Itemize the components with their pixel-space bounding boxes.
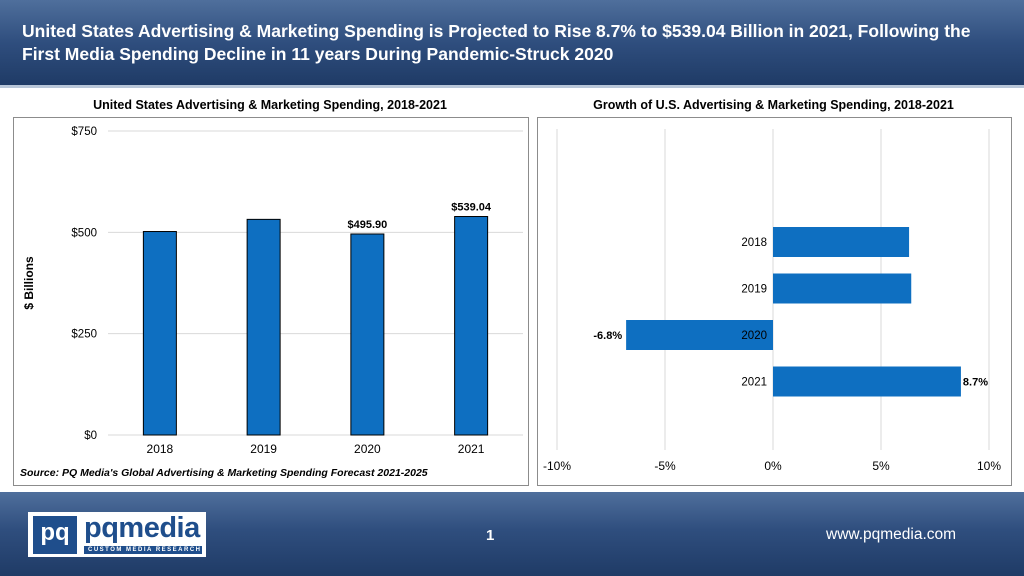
y-tick-label: $0 (84, 430, 97, 442)
page-number: 1 (486, 527, 495, 544)
x-tick-label: 2019 (250, 442, 277, 456)
data-label-2021: $539.04 (451, 202, 492, 214)
spending-chart-title: United States Advertising & Marketing Sp… (93, 98, 447, 112)
x-tick-label: 0% (764, 459, 782, 473)
bar-2021 (454, 216, 489, 436)
data-label-2020: -6.8% (593, 330, 622, 342)
website-link[interactable]: www.pqmedia.com (826, 526, 957, 543)
category-label: 2019 (741, 284, 767, 296)
logo-tagline-bar (84, 546, 202, 554)
growth-chart-title: Growth of U.S. Advertising & Marketing S… (593, 98, 954, 112)
bar-2018 (773, 227, 910, 257)
growth-bar-chart: -10% -5% 0% 5% 10% 2018 2019 2020 -6.8% 2021 8.7% (543, 129, 1001, 473)
y-tick-label: $500 (71, 227, 97, 239)
category-label: 2021 (741, 377, 767, 389)
page-title: United States Advertising & Marketing Sp… (22, 21, 971, 64)
category-label: 2020 (741, 330, 767, 342)
bar-2020 (350, 233, 385, 436)
x-tick-label: 5% (872, 459, 890, 473)
bar-2019 (773, 273, 912, 304)
y-axis-label: $ Billions (22, 256, 36, 310)
header-divider (0, 85, 1024, 88)
y-tick-label: $750 (71, 126, 97, 138)
logo-wordmark: pqmedia (84, 512, 200, 544)
bar-2018 (142, 231, 177, 436)
x-tick-label: 2021 (458, 442, 485, 456)
bar-2020 (626, 320, 773, 350)
spending-bar-chart: $0 $250 $500 $750 $ Billions 2018 2019 2020 $495… (22, 126, 523, 456)
data-label-2021: 8.7% (963, 377, 988, 389)
x-tick-label: -5% (654, 459, 676, 473)
x-tick-label: 10% (977, 459, 1001, 473)
x-tick-label: 2020 (354, 442, 381, 456)
source-note: Source: PQ Media's Global Advertising & … (20, 467, 428, 479)
bar-2021 (773, 366, 961, 397)
y-tick-label: $250 (71, 329, 97, 341)
x-tick-label: -10% (543, 459, 571, 473)
header-banner (0, 0, 1024, 85)
bar-2019 (246, 218, 281, 436)
logo-mark: pq (33, 516, 77, 554)
logo-tagline: CUSTOM MEDIA RESEARCH (88, 547, 202, 553)
category-label: 2018 (741, 237, 767, 249)
x-tick-label: 2018 (147, 442, 174, 456)
data-label-2020: $495.90 (347, 219, 387, 231)
